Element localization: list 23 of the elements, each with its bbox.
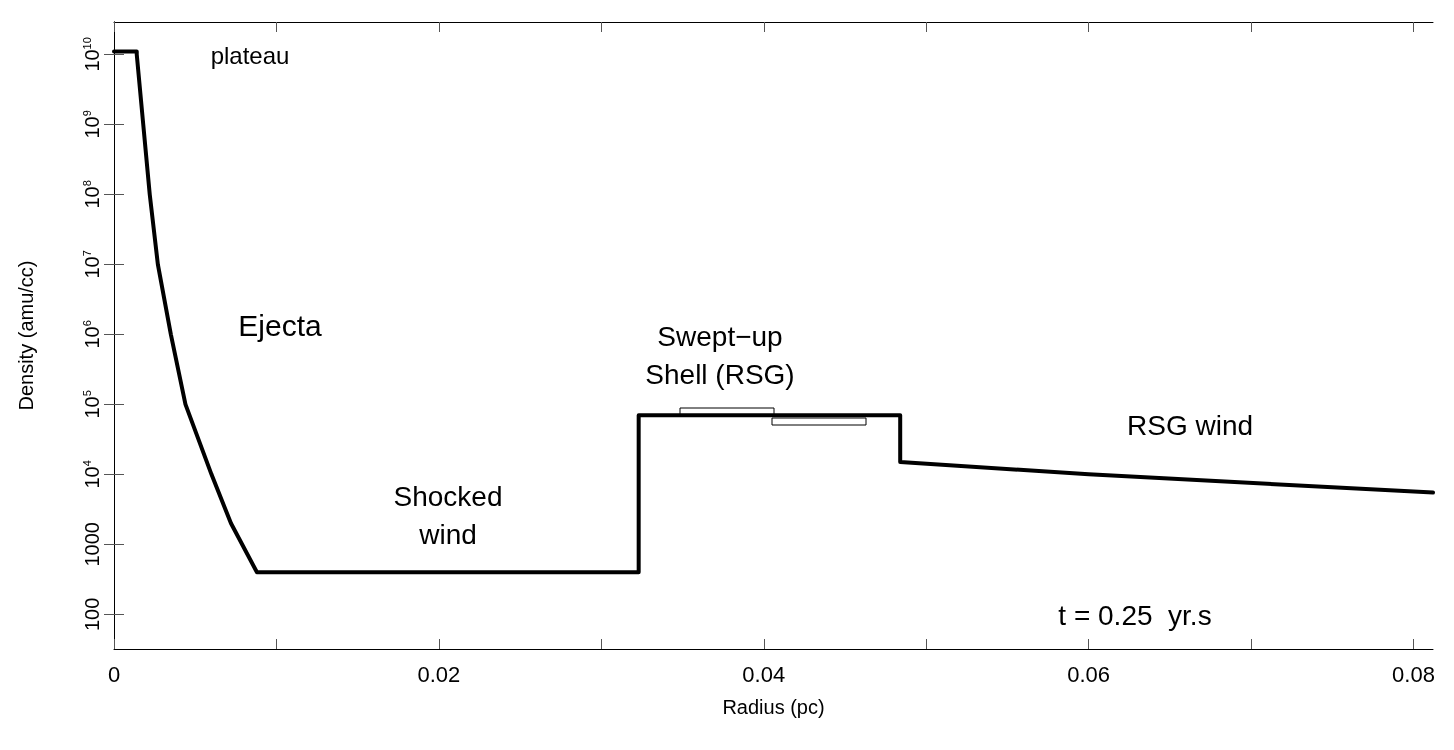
y-tick-label: 1010 [80, 37, 103, 72]
y-tick-label: 104 [80, 460, 103, 489]
annotation: RSG wind [1126, 409, 1254, 441]
annotation: t = 0.25 yr.s [1058, 599, 1212, 631]
y-tick-label: 107 [80, 250, 103, 279]
y-tick-label: 108 [80, 180, 103, 209]
y-tick-label: 1000 [81, 522, 103, 567]
y-tick-label: 106 [80, 320, 103, 349]
y-axis-title: Density (amu/cc) [15, 260, 37, 411]
x-axis-title: Radius (pc) [722, 696, 825, 718]
x-tick-label: 0.02 [417, 661, 461, 687]
x-tick-label: 0 [107, 661, 121, 687]
y-tick-label: 100 [81, 597, 103, 632]
x-tick-label: 0.04 [742, 661, 786, 687]
line-series [112, 49, 1435, 575]
y-tick-label: 105 [80, 390, 103, 419]
annotation: Shocked wind [393, 480, 503, 550]
x-tick-label: 0.06 [1067, 661, 1111, 687]
y-tick-label: 109 [80, 110, 103, 139]
annotation: Swept−up Shell (RSG) [645, 320, 795, 390]
annotation: Ejecta [238, 308, 322, 342]
x-tick-label: 0.08 [1392, 661, 1435, 687]
annotation: plateau [210, 41, 290, 69]
